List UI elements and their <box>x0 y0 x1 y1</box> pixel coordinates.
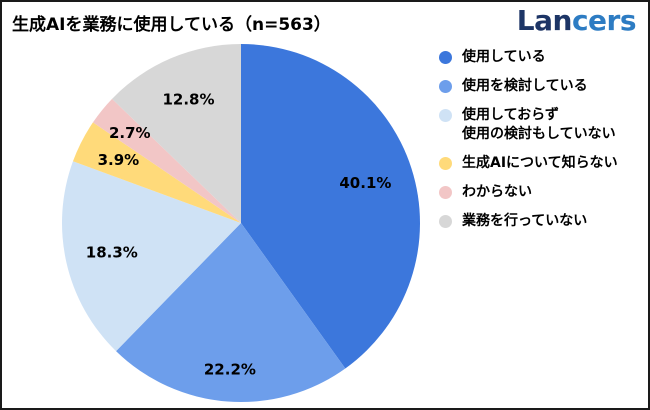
legend-dot-icon <box>439 215 452 228</box>
pie-slice-label-5: 2.7% <box>109 124 151 142</box>
legend-dot-icon <box>439 186 452 199</box>
pie-slice-5 <box>92 98 241 223</box>
lancers-logo-part1: Lan <box>516 4 573 37</box>
pie-slice-label-2: 22.2% <box>204 360 256 378</box>
legend-item-3: 使用しておらず 使用の検討もしていない <box>439 106 618 144</box>
pie-slice-4 <box>72 122 241 223</box>
pie-slice-label-4: 3.9% <box>98 151 140 169</box>
legend-item-5: わからない <box>439 183 618 202</box>
legend-item-6: 業務を行っていない <box>439 212 618 231</box>
chart-legend: 使用している使用を検討している使用しておらず 使用の検討もしていない生成AIについ… <box>439 48 618 231</box>
pie-slice-3 <box>62 161 242 352</box>
legend-dot-icon <box>439 51 452 64</box>
legend-item-4: 生成AIについて知らない <box>439 154 618 173</box>
legend-dot-icon <box>439 157 452 170</box>
pie-slice-label-1: 40.1% <box>339 174 391 192</box>
legend-label: 使用している <box>462 49 546 65</box>
legend-label: わからない <box>462 184 532 200</box>
chart-title: 生成AIを業務に使用している（n=563） <box>12 15 331 35</box>
legend-label: 生成AIについて知らない <box>462 155 618 171</box>
legend-item-1: 使用している <box>439 48 618 67</box>
lancers-logo-part2: cers <box>571 4 637 37</box>
legend-dot-icon <box>439 109 452 122</box>
legend-dot-icon <box>439 80 452 93</box>
legend-item-2: 使用を検討している <box>439 77 618 96</box>
pie-slice-6 <box>112 44 241 223</box>
pie-slice-2 <box>116 223 346 402</box>
pie-slice-label-6: 12.8% <box>162 91 214 109</box>
pie-slice-label-3: 18.3% <box>86 243 138 261</box>
legend-label: 業務を行っていない <box>462 213 588 229</box>
pie-slice-1 <box>241 44 420 369</box>
legend-label: 使用を検討している <box>462 78 588 94</box>
legend-label: 使用しておらず 使用の検討もしていない <box>462 107 616 142</box>
lancers-logo: Lancers <box>516 4 637 37</box>
